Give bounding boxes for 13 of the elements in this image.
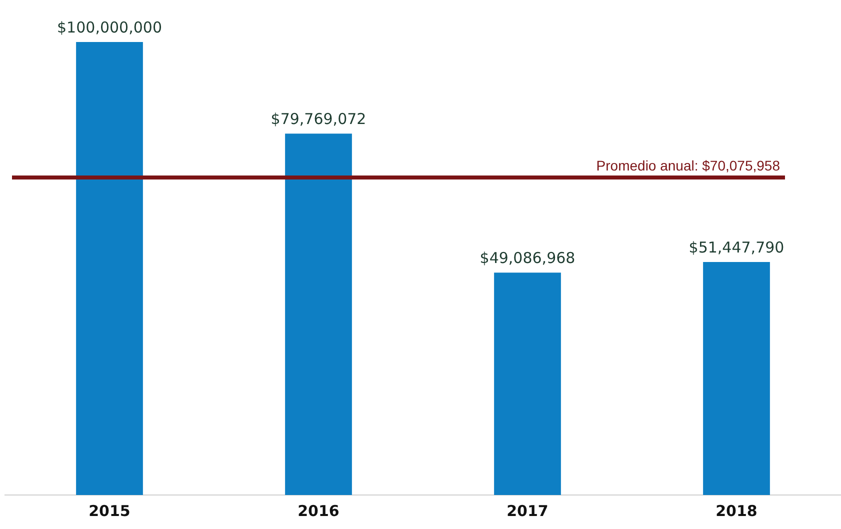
ref-line-label: Promedio anual: $70,075,958 — [596, 157, 780, 174]
bar — [76, 42, 143, 495]
x-tick-label: 2017 — [506, 502, 548, 520]
x-tick-label: 2015 — [88, 502, 130, 520]
x-tick-label: 2018 — [716, 502, 758, 520]
bar — [494, 272, 561, 495]
x-tick-label: 2016 — [298, 502, 340, 520]
data-label: $51,447,790 — [688, 238, 784, 256]
data-label: $79,769,072 — [270, 110, 366, 128]
data-label: $49,086,968 — [480, 249, 576, 268]
bar — [285, 134, 352, 495]
data-label: $100,000,000 — [57, 18, 162, 36]
bar — [703, 262, 770, 495]
